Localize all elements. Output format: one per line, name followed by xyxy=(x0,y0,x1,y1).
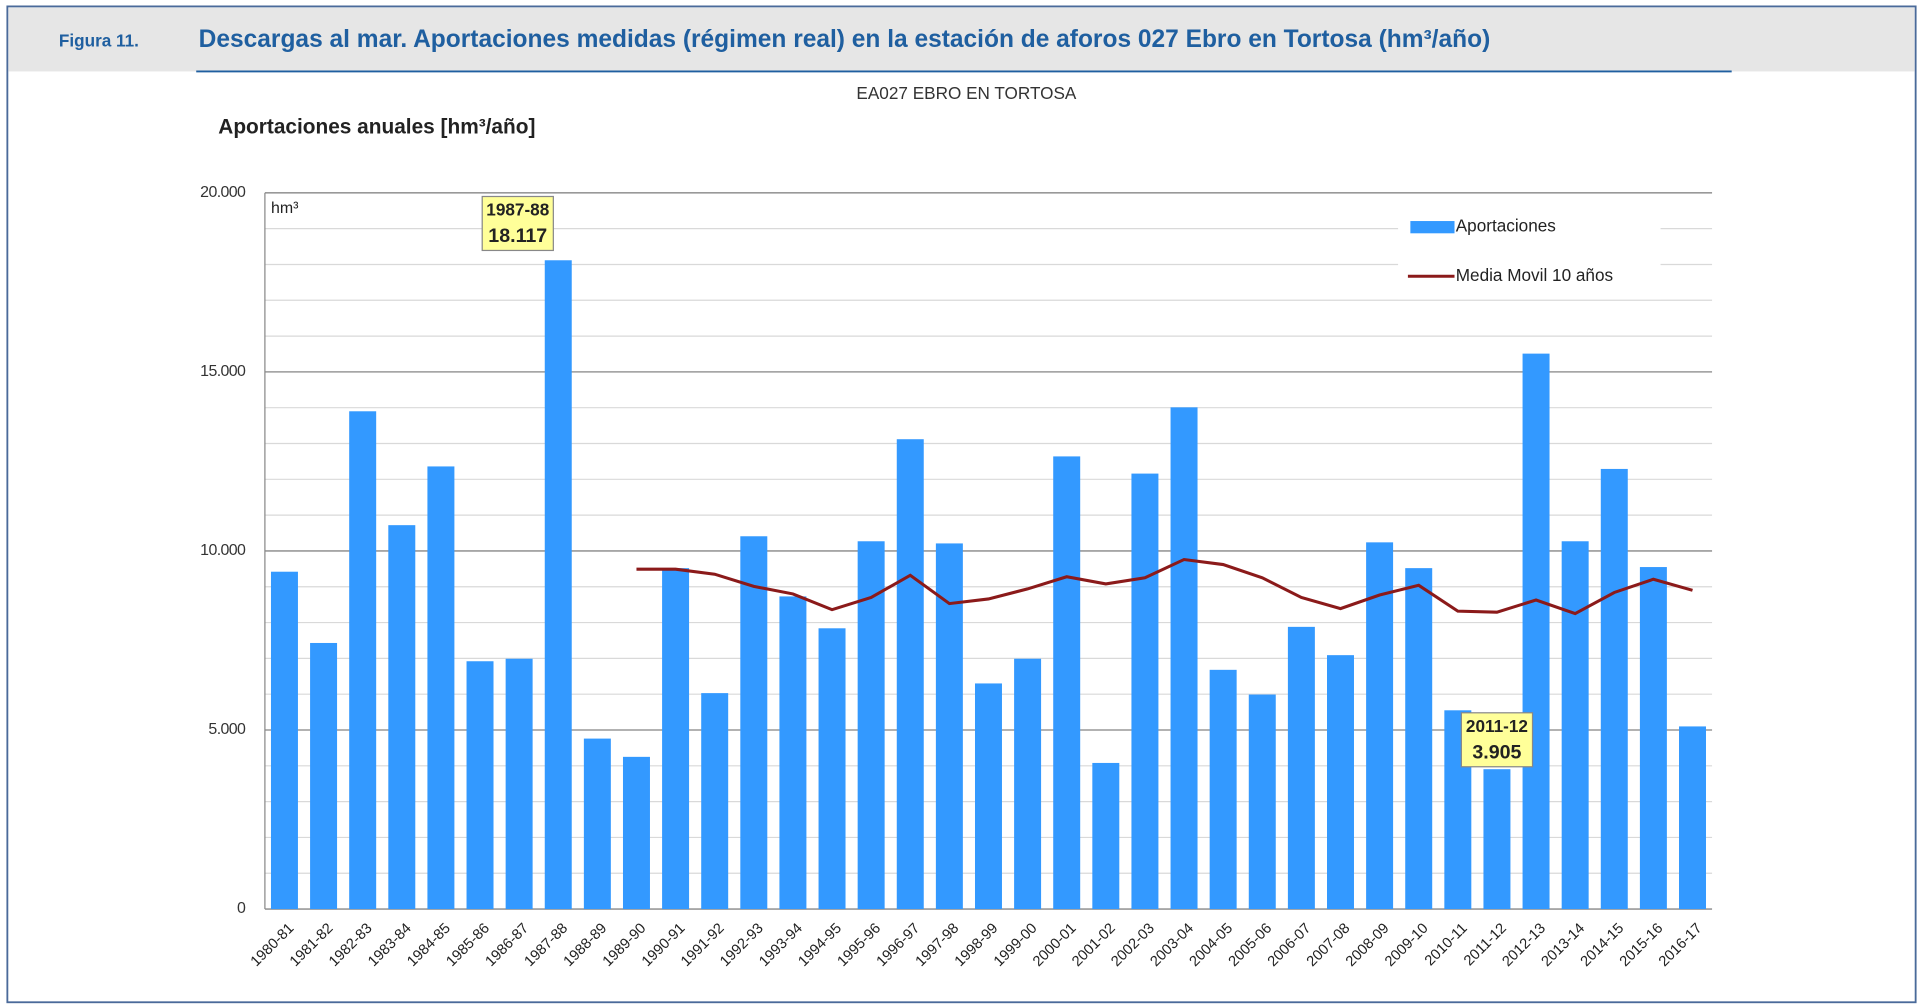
bar xyxy=(818,628,846,910)
annotation-value: 3.905 xyxy=(1472,741,1521,763)
bar xyxy=(857,541,885,910)
chart-title: EA027 EBRO EN TORTOSA xyxy=(856,83,1077,103)
bar xyxy=(427,466,455,910)
bar xyxy=(1522,353,1550,910)
bar xyxy=(1679,726,1706,910)
bar xyxy=(270,571,298,910)
y-tick-label: 10.000 xyxy=(200,542,246,559)
bar xyxy=(388,525,416,910)
bar xyxy=(1600,468,1628,910)
annotation-category: 2011-12 xyxy=(1466,716,1528,736)
figure-number: Figura 11. xyxy=(59,31,139,51)
legend-label: Media Movil 10 años xyxy=(1456,265,1613,285)
bar xyxy=(1131,473,1159,910)
bar xyxy=(544,260,572,910)
bar xyxy=(310,642,338,910)
bar xyxy=(583,738,611,910)
bar xyxy=(1366,542,1394,910)
bar xyxy=(1014,658,1042,910)
bar xyxy=(701,693,729,910)
moving-average-line xyxy=(636,557,1693,616)
bar xyxy=(1248,694,1276,910)
bar xyxy=(505,658,533,910)
bar xyxy=(1053,456,1081,910)
bar xyxy=(1483,769,1511,910)
y-tick-label: 5.000 xyxy=(208,721,246,738)
bar xyxy=(1209,669,1237,910)
bar xyxy=(1405,568,1433,910)
y-tick-label: 20.000 xyxy=(200,184,246,201)
bar xyxy=(974,683,1002,910)
bar xyxy=(622,756,650,910)
bar xyxy=(1327,655,1354,910)
header-bg xyxy=(8,7,1915,72)
bar xyxy=(1092,762,1120,910)
bar xyxy=(349,411,377,910)
legend-label: Aportaciones xyxy=(1456,216,1556,236)
header-title: Descargas al mar. Aportaciones medidas (… xyxy=(199,26,1491,53)
legend-swatch xyxy=(1410,221,1455,234)
bar xyxy=(779,596,807,910)
bar xyxy=(1287,626,1315,910)
annotation-value: 18.117 xyxy=(488,225,547,247)
bar xyxy=(740,536,768,910)
bar xyxy=(662,568,690,910)
unit-label: hm³ xyxy=(271,200,298,217)
bar xyxy=(1561,541,1589,910)
bar xyxy=(466,661,494,910)
bar xyxy=(1639,567,1667,910)
bar xyxy=(896,439,924,910)
bar xyxy=(1170,407,1198,910)
y-tick-label: 0 xyxy=(237,900,246,917)
annotation-category: 1987-88 xyxy=(486,200,549,220)
annotation-box xyxy=(1460,712,1534,768)
annotation-box xyxy=(481,195,554,252)
y-axis-label: Aportaciones anuales [hm³/año] xyxy=(218,115,535,138)
y-tick-label: 15.000 xyxy=(200,363,246,380)
